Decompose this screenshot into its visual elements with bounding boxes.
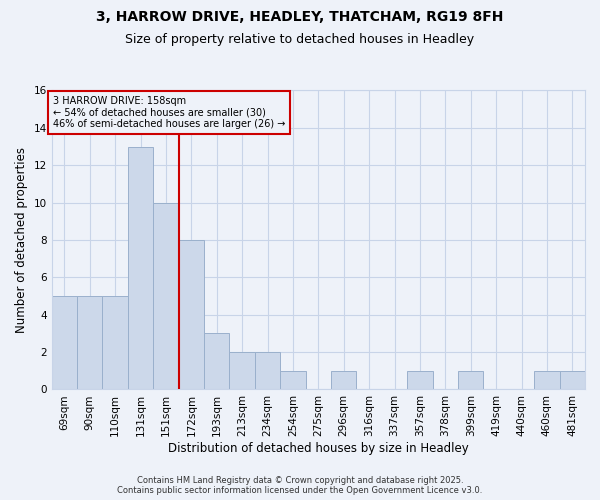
- X-axis label: Distribution of detached houses by size in Headley: Distribution of detached houses by size …: [168, 442, 469, 455]
- Bar: [407, 371, 433, 390]
- Bar: [103, 296, 128, 390]
- Text: Contains HM Land Registry data © Crown copyright and database right 2025.
Contai: Contains HM Land Registry data © Crown c…: [118, 476, 482, 495]
- Bar: [331, 371, 356, 390]
- Text: Size of property relative to detached houses in Headley: Size of property relative to detached ho…: [125, 32, 475, 46]
- Bar: [128, 146, 153, 390]
- Y-axis label: Number of detached properties: Number of detached properties: [15, 147, 28, 333]
- Bar: [560, 371, 585, 390]
- Bar: [458, 371, 484, 390]
- Bar: [52, 296, 77, 390]
- Text: 3 HARROW DRIVE: 158sqm
← 54% of detached houses are smaller (30)
46% of semi-det: 3 HARROW DRIVE: 158sqm ← 54% of detached…: [53, 96, 286, 130]
- Bar: [179, 240, 204, 390]
- Bar: [153, 202, 179, 390]
- Text: 3, HARROW DRIVE, HEADLEY, THATCHAM, RG19 8FH: 3, HARROW DRIVE, HEADLEY, THATCHAM, RG19…: [97, 10, 503, 24]
- Bar: [229, 352, 255, 390]
- Bar: [280, 371, 305, 390]
- Bar: [255, 352, 280, 390]
- Bar: [77, 296, 103, 390]
- Bar: [204, 334, 229, 390]
- Bar: [534, 371, 560, 390]
